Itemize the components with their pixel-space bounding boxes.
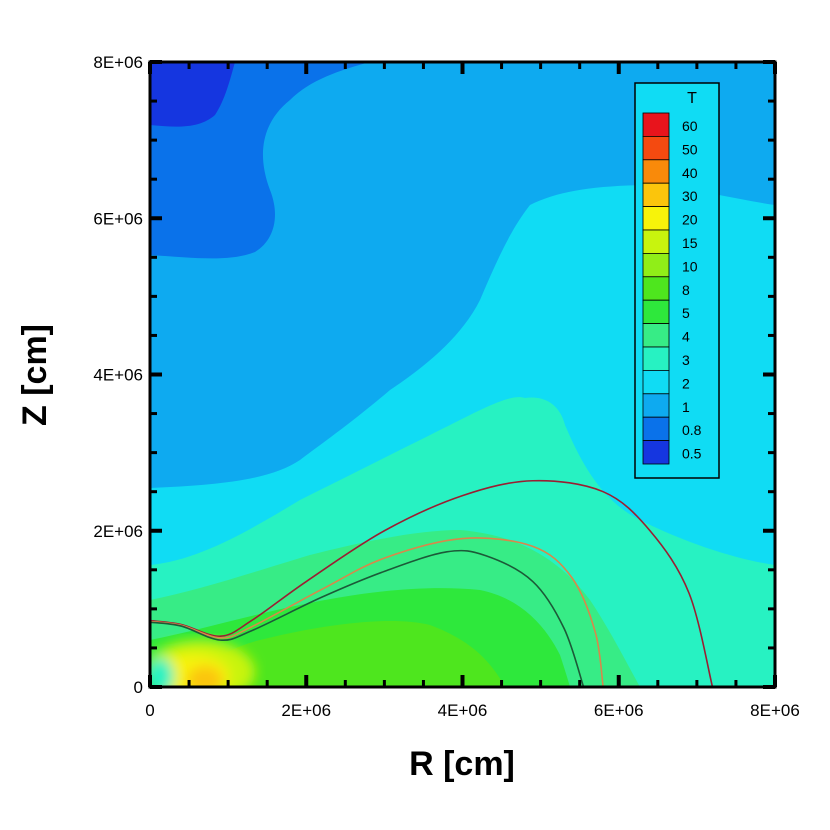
colorbar-swatch bbox=[642, 229, 670, 254]
colorbar-label: 2 bbox=[682, 375, 690, 391]
colorbar-swatch bbox=[642, 393, 670, 418]
contour-line bbox=[150, 537, 604, 687]
contour-region-0.5 bbox=[150, 62, 235, 127]
colorbar-label: 15 bbox=[682, 235, 698, 251]
colorbar-swatch bbox=[642, 252, 670, 278]
colorbar-label: 50 bbox=[682, 141, 698, 157]
y-axis-title: Z [cm] bbox=[16, 324, 54, 426]
colorbar-label: 0.5 bbox=[682, 446, 702, 462]
colorbar-label: 40 bbox=[682, 165, 698, 181]
contour-line bbox=[150, 549, 585, 687]
x-tick-label: 4E+06 bbox=[438, 701, 488, 720]
x-tick-label: 6E+06 bbox=[594, 701, 644, 720]
colorbar-swatch bbox=[642, 346, 670, 371]
colorbar-swatch bbox=[642, 182, 670, 207]
colorbar-swatch bbox=[642, 276, 670, 301]
y-tick-labels: 0 2E+06 4E+06 6E+06 8E+06 bbox=[93, 53, 143, 697]
x-tick-labels: 0 2E+06 4E+06 6E+06 8E+06 bbox=[145, 701, 800, 720]
colorbar-swatch bbox=[642, 440, 670, 465]
y-tick-label: 0 bbox=[134, 678, 143, 697]
colorbar-label: 30 bbox=[682, 188, 698, 204]
colorbar-label: 8 bbox=[682, 282, 690, 298]
colorbar-label: 20 bbox=[682, 212, 698, 228]
colorbar-swatch bbox=[642, 369, 670, 395]
y-tick-label: 8E+06 bbox=[93, 53, 143, 72]
contour-region-1 bbox=[150, 62, 775, 488]
colorbar-label: 0.8 bbox=[682, 422, 702, 438]
colorbar-swatch bbox=[642, 206, 670, 231]
x-tick-label: 8E+06 bbox=[750, 701, 800, 720]
y-tick-label: 2E+06 bbox=[93, 522, 143, 541]
colorbar-label: 4 bbox=[682, 329, 690, 345]
x-axis-title: R [cm] bbox=[409, 745, 515, 783]
colorbar-label: 1 bbox=[682, 399, 690, 415]
colorbar-levels: 60 50 40 30 20 15 10 8 5 4 3 2 1 0.8 0.5 bbox=[642, 112, 702, 465]
axis-ticks bbox=[148, 60, 777, 689]
contour-lines bbox=[150, 479, 714, 687]
contour-region-8 bbox=[190, 620, 505, 687]
y-tick-label: 6E+06 bbox=[93, 209, 143, 228]
contour-line bbox=[150, 479, 714, 687]
colorbar-title: T bbox=[687, 90, 697, 107]
colorbar-label: 5 bbox=[682, 305, 690, 321]
x-tick-label: 2E+06 bbox=[281, 701, 331, 720]
colorbar-label: 3 bbox=[682, 352, 690, 368]
colorbar-swatch bbox=[642, 323, 670, 348]
y-tick-label: 4E+06 bbox=[93, 366, 143, 385]
colorbar-swatch bbox=[642, 135, 670, 161]
colorbar-label: 60 bbox=[682, 118, 698, 134]
colorbar-legend: T 60 50 40 30 20 15 10 8 5 4 3 2 1 0.8 0.5 bbox=[634, 82, 720, 479]
colorbar-label: 10 bbox=[682, 258, 698, 274]
x-tick-label: 0 bbox=[145, 701, 154, 720]
colorbar-swatch bbox=[642, 299, 670, 325]
colorbar-swatch bbox=[642, 112, 670, 137]
hot-core bbox=[150, 640, 255, 687]
colorbar-swatch bbox=[642, 416, 670, 442]
colorbar-swatch bbox=[642, 159, 670, 184]
